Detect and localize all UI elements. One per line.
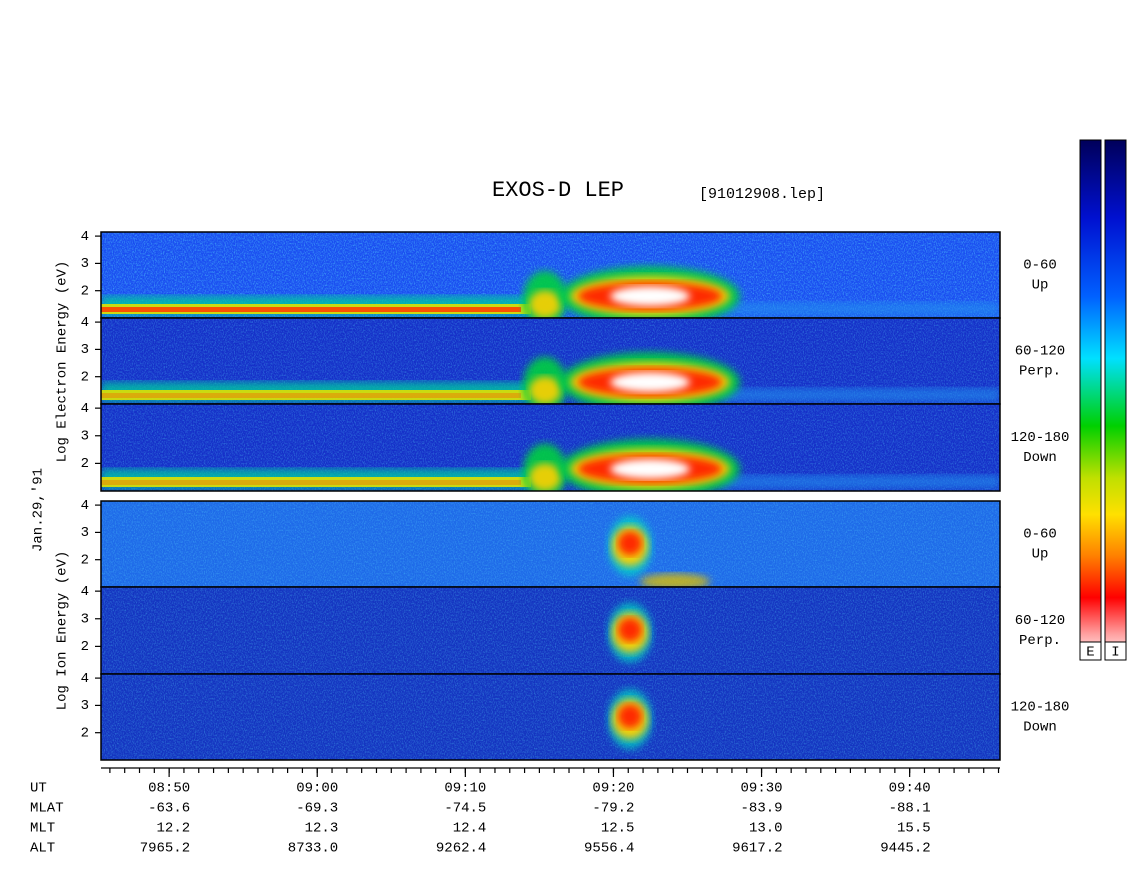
x-tick-label: 09:20	[592, 781, 634, 797]
color-bar	[1104, 139, 1127, 661]
orbit-value: 8733.0	[288, 841, 338, 857]
y-tick-label: 4	[81, 229, 89, 245]
pitch-angle-label: 60-120	[1015, 613, 1065, 629]
y-tick-label: 3	[81, 256, 89, 272]
pitch-angle-label: 60-120	[1015, 344, 1065, 360]
direction-label: Perp.	[1019, 364, 1061, 380]
row-label: ALT	[30, 841, 55, 857]
intensity-region	[610, 372, 690, 393]
y-tick-label: 4	[81, 315, 89, 331]
panel-frame	[100, 673, 1001, 761]
orbit-value: -69.3	[296, 801, 338, 817]
direction-label: Up	[1032, 547, 1049, 563]
intensity-region	[529, 376, 561, 404]
panel-frame	[100, 403, 1001, 492]
orbit-value: 12.4	[453, 821, 487, 837]
y-tick-label: 3	[81, 525, 89, 541]
x-tick-label: 09:40	[889, 781, 931, 797]
low-energy-band	[101, 390, 531, 400]
orbit-value: 9556.4	[584, 841, 634, 857]
direction-label: Up	[1032, 278, 1049, 294]
intensity-region	[640, 573, 710, 587]
color-bar	[1079, 139, 1102, 661]
panel-noise	[101, 587, 1000, 674]
y-tick-label: 2	[81, 725, 89, 741]
y-axis-label: Log Ion Energy (eV)	[55, 551, 71, 711]
intensity-region	[610, 286, 690, 307]
spectrogram-panel	[101, 318, 1000, 404]
direction-label: Down	[1023, 720, 1057, 736]
spectrogram-panel	[101, 232, 1000, 318]
orbit-value: 12.5	[601, 821, 635, 837]
chart-title: EXOS-D LEP	[492, 178, 624, 203]
intensity-region	[618, 531, 642, 556]
y-tick-label: 3	[81, 698, 89, 714]
orbit-value: -63.6	[148, 801, 190, 817]
date-label: Jan.29,'91	[31, 468, 47, 552]
y-tick-label: 4	[81, 584, 89, 600]
x-tick-label: 08:50	[148, 781, 190, 797]
panel-noise	[101, 501, 1000, 587]
color-bar-label-box	[1079, 641, 1102, 661]
spectrogram-panel	[101, 501, 1000, 587]
low-energy-band	[101, 393, 521, 398]
orbit-value: 7965.2	[140, 841, 190, 857]
low-energy-band	[720, 302, 1000, 316]
x-tick-label: 09:10	[444, 781, 486, 797]
orbit-value: -79.2	[592, 801, 634, 817]
y-tick-label: 2	[81, 639, 89, 655]
intensity-region	[610, 458, 690, 479]
low-energy-band	[101, 480, 521, 485]
y-tick-label: 3	[81, 342, 89, 358]
low-energy-band	[720, 388, 1000, 402]
spectrogram-panel	[101, 404, 1000, 491]
orbit-value: -74.5	[444, 801, 486, 817]
orbit-value: -83.9	[741, 801, 783, 817]
x-tick-label: 09:30	[741, 781, 783, 797]
intensity-region	[618, 617, 642, 642]
spectrogram-panel	[101, 587, 1000, 674]
y-tick-label: 2	[81, 552, 89, 568]
low-energy-band	[101, 307, 521, 312]
y-tick-label: 3	[81, 428, 89, 444]
x-tick-label: 09:00	[296, 781, 338, 797]
row-label: UT	[30, 781, 47, 797]
y-tick-label: 4	[81, 498, 89, 514]
y-tick-label: 3	[81, 611, 89, 627]
panel-noise	[101, 674, 1000, 760]
orbit-value: 13.0	[749, 821, 783, 837]
intensity-region	[529, 290, 561, 318]
orbit-value: 9617.2	[732, 841, 782, 857]
orbit-value: 9445.2	[880, 841, 930, 857]
pitch-angle-label: 120-180	[1011, 700, 1070, 716]
row-label: MLAT	[30, 801, 64, 817]
pitch-angle-label: 0-60	[1023, 258, 1057, 274]
file-label: [91012908.lep]	[699, 186, 825, 203]
pitch-angle-label: 0-60	[1023, 527, 1057, 543]
low-energy-band	[720, 475, 1000, 489]
orbit-value: 12.3	[305, 821, 339, 837]
color-bar-label: E	[1086, 645, 1094, 661]
direction-label: Perp.	[1019, 633, 1061, 649]
row-label: MLT	[30, 821, 55, 837]
color-bar-label: I	[1111, 645, 1119, 661]
orbit-value: 12.2	[157, 821, 191, 837]
y-axis-label: Log Electron Energy (eV)	[55, 261, 71, 463]
y-tick-label: 4	[81, 401, 89, 417]
direction-label: Down	[1023, 450, 1057, 466]
intensity-region	[618, 704, 642, 729]
y-tick-label: 2	[81, 456, 89, 472]
orbit-value: -88.1	[889, 801, 931, 817]
orbit-value: 9262.4	[436, 841, 486, 857]
orbit-value: 15.5	[897, 821, 931, 837]
intensity-region	[529, 463, 561, 491]
y-tick-label: 2	[81, 283, 89, 299]
y-tick-label: 4	[81, 671, 89, 687]
spectrogram-panel	[101, 674, 1000, 760]
color-bar-label-box	[1104, 641, 1127, 661]
pitch-angle-label: 120-180	[1011, 430, 1070, 446]
low-energy-band	[101, 477, 531, 487]
y-tick-label: 2	[81, 369, 89, 385]
